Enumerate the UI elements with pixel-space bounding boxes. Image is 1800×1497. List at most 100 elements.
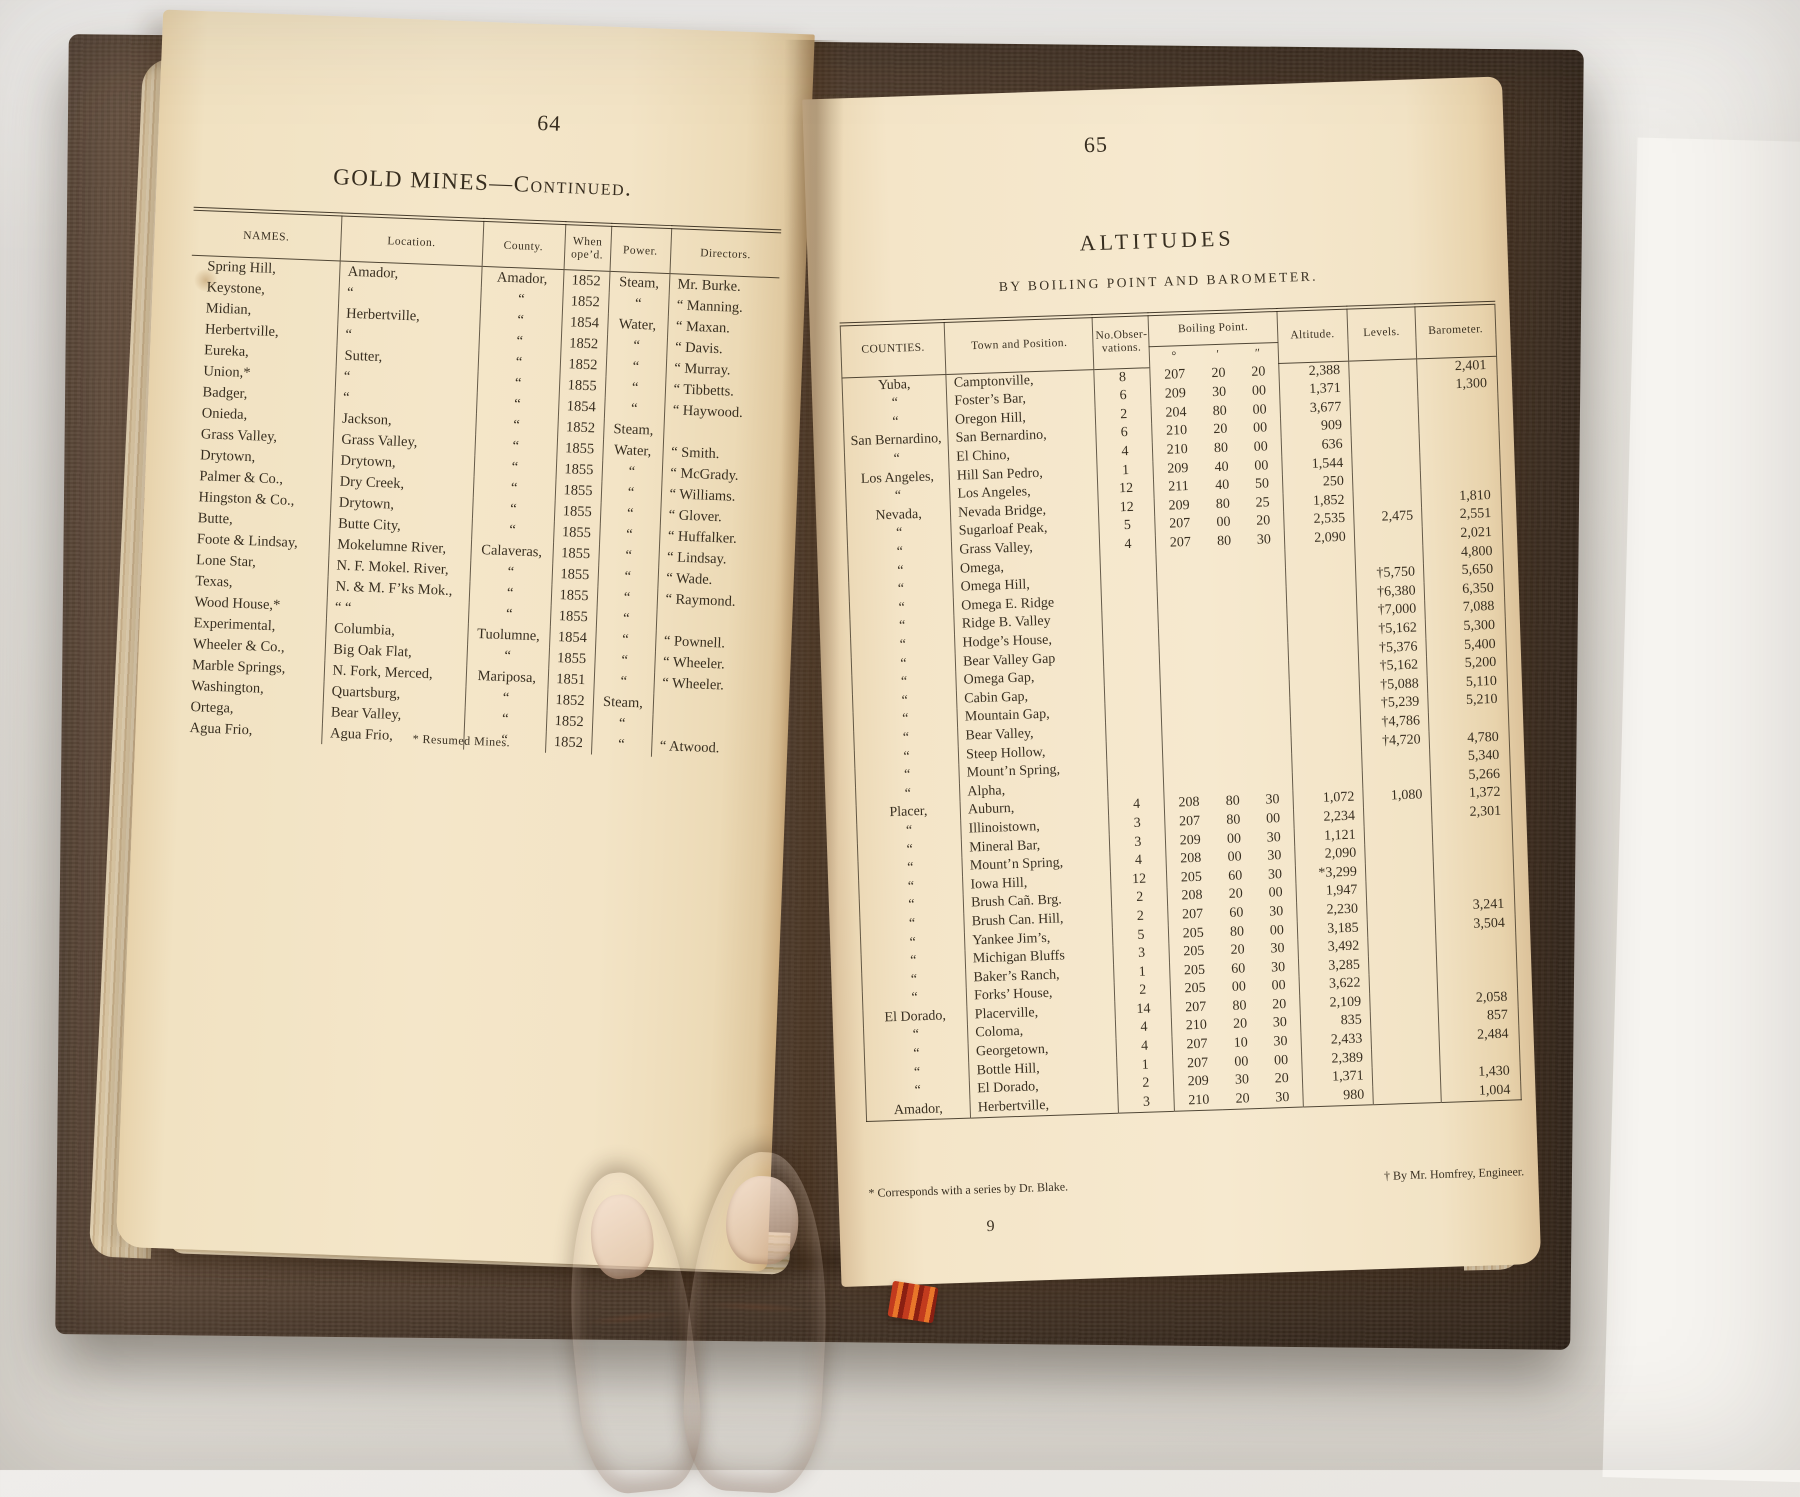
table-cell: †5,376 (1357, 637, 1427, 659)
table-cell: 208 (1167, 886, 1217, 907)
table-cell (1161, 719, 1211, 740)
page-title-right: ALTITUDES (1079, 225, 1235, 256)
page-number-left: 64 (536, 109, 562, 136)
table-cell: 2,535 (1283, 509, 1354, 531)
table-cell: 209 (1150, 384, 1200, 406)
table-cell: Tuolumne, (467, 624, 550, 649)
table-cell: 80 (1216, 533, 1232, 550)
table-cell (1208, 662, 1249, 682)
signature-number: 9 (986, 1217, 995, 1236)
table-cell: †7,000 (1356, 600, 1426, 622)
column-header-when-opened: When ope’d. (563, 223, 612, 272)
table-cell (1367, 935, 1437, 956)
table-cell: 207 (1172, 1035, 1222, 1056)
table-cell: “ (604, 377, 666, 401)
table-cell: 3 (1108, 813, 1166, 835)
table-cell (1206, 607, 1247, 627)
table-cell: Water, (602, 440, 663, 464)
table-cell: 30 (1272, 1015, 1288, 1031)
table-cell: 4 (1115, 1018, 1173, 1039)
table-cell (1160, 663, 1209, 684)
column-header-directors: Directors. (669, 227, 782, 279)
table-cell: 00 (1216, 515, 1231, 531)
table-cell: 1 (1113, 962, 1171, 984)
table-cell: 30 (1267, 848, 1282, 864)
right-page: 65 ALTITUDES BY BOILING POINT AND BAROME… (802, 76, 1542, 1287)
table-cell: 207 (1155, 533, 1205, 554)
altitudes-footnotes: * Corresponds with a series by Dr. Blake… (868, 1164, 1524, 1201)
footnote-homfrey: † By Mr. Homfrey, Engineer. (1383, 1164, 1525, 1183)
table-cell (1288, 677, 1360, 699)
column-header-town: Town and Position. (944, 316, 1095, 375)
table-cell: 4 (1110, 851, 1167, 872)
table-cell: San Bernardino, (850, 431, 942, 450)
table-cell: “ (599, 503, 661, 527)
table-cell: Calaveras, (470, 540, 554, 565)
table-cell: Herbertville, (970, 1094, 1119, 1119)
finger-crease (705, 1298, 811, 1315)
table-cell: 30 (1275, 1089, 1290, 1106)
table-cell: 1852 (560, 333, 608, 357)
finger-crease (584, 1308, 677, 1328)
table-cell (1204, 551, 1245, 571)
table-cell: 207 (1155, 514, 1204, 536)
table-cell: 2,301 (1431, 802, 1513, 824)
table-cell (1251, 735, 1292, 755)
table-cell (1369, 1009, 1439, 1031)
unit-degrees: ° (1149, 344, 1199, 368)
table-cell (1285, 584, 1357, 606)
table-cell (1350, 414, 1419, 436)
table-cell: 2,109 (1299, 993, 1370, 1015)
table-cell: †4,720 (1360, 730, 1430, 752)
table-cell: 3,622 (1298, 974, 1370, 996)
table-cell: 00 (1231, 979, 1247, 996)
table-cell (1249, 680, 1290, 700)
table-cell: 4 (1099, 535, 1157, 556)
table-cell: “ (597, 566, 659, 590)
table-cell: 10 (1233, 1035, 1248, 1051)
table-cell: 205 (1170, 979, 1220, 1000)
table-cell: 2,230 (1296, 900, 1367, 922)
table-cell (1366, 916, 1436, 938)
left-page: 64 GOLD MINES—Continued. NAMES. Location… (115, 9, 815, 1272)
table-cell: 30 (1265, 792, 1280, 808)
table-cell (1286, 621, 1358, 643)
table-cell: 3 (1113, 943, 1170, 965)
table-cell (1365, 860, 1434, 882)
table-cell (1372, 1083, 1442, 1106)
table-cell (1244, 549, 1285, 569)
footnote-blake: * Corresponds with a series by Dr. Blake… (868, 1179, 1069, 1201)
table-cell: 00 (1269, 922, 1285, 939)
table-cell: 250 (1282, 472, 1353, 494)
table-cell (1105, 702, 1162, 723)
table-cell (1370, 1028, 1440, 1049)
table-cell (1250, 717, 1291, 737)
table-cell: 209 (1165, 830, 1215, 852)
table-cell: 1855 (554, 480, 602, 504)
table-cell (1291, 770, 1363, 792)
bookmark-ribbon (887, 1280, 939, 1324)
table-cell: 1852 (561, 291, 609, 315)
table-cell: 207 (1165, 812, 1214, 833)
table-cell: 8 (1094, 367, 1151, 389)
table-cell: 1855 (553, 501, 601, 525)
table-cell (1368, 953, 1437, 975)
table-cell: 2,234 (1293, 807, 1364, 829)
table-cell (1287, 640, 1359, 661)
table-cell (1158, 607, 1207, 629)
table-cell: 2,389 (1301, 1048, 1372, 1070)
table-cell: 00 (1253, 439, 1269, 455)
table-cell: 00 (1227, 849, 1242, 866)
table-cell: 209 (1153, 459, 1202, 480)
table-cell: 60 (1229, 905, 1244, 921)
table-cell: 1854 (557, 396, 605, 420)
table-cell: “ (601, 461, 663, 485)
table-cell: 207 (1173, 1053, 1222, 1075)
table-cell (1289, 695, 1361, 717)
table-cell: 210 (1171, 1016, 1221, 1037)
table-cell (1206, 588, 1247, 608)
table-cell: 2 (1111, 888, 1169, 909)
table-cell: 00 (1254, 458, 1269, 474)
table-cell (1159, 645, 1209, 666)
table-cell: 1,371 (1278, 379, 1350, 401)
